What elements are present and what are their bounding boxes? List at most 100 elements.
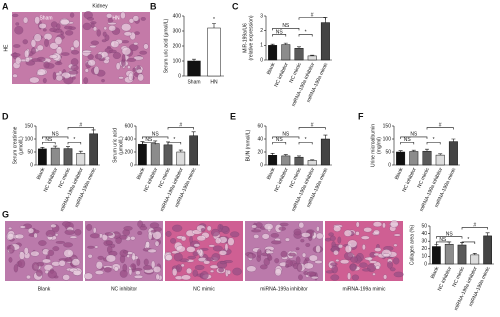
tissue-structure bbox=[149, 222, 160, 229]
error-bar bbox=[78, 150, 83, 154]
tissue-structure bbox=[55, 240, 65, 244]
tissue-structure bbox=[140, 17, 146, 21]
y-tick-label: 0 bbox=[260, 162, 263, 168]
error-bar bbox=[472, 253, 477, 255]
tissue-structure bbox=[94, 245, 99, 249]
bar bbox=[435, 154, 445, 166]
significance-mark: * bbox=[305, 29, 307, 35]
y-tick-label: 10 bbox=[421, 254, 427, 260]
tissue-structure bbox=[189, 235, 193, 244]
tissue-structure bbox=[121, 54, 126, 63]
tissue-structure bbox=[71, 50, 80, 55]
image-label: Sham bbox=[39, 15, 52, 21]
tissue-structure bbox=[113, 266, 119, 272]
tissue-structure bbox=[48, 54, 58, 59]
tissue-structure bbox=[208, 244, 215, 248]
tissue-structure bbox=[87, 17, 94, 21]
tissue-structure bbox=[335, 259, 340, 262]
tissue-structure bbox=[41, 258, 52, 264]
y-tick-label: 20 bbox=[257, 149, 263, 155]
bar bbox=[294, 156, 304, 166]
significance-bracket bbox=[272, 34, 287, 37]
tissue-structure bbox=[211, 253, 221, 261]
x-tick-label: Blank bbox=[266, 61, 277, 75]
tissue-structure bbox=[315, 245, 321, 253]
tissue-structure bbox=[61, 52, 70, 56]
tissue-structure bbox=[280, 250, 288, 258]
tissue-structure bbox=[339, 259, 350, 265]
tissue-structure bbox=[42, 28, 47, 32]
y-tick-label: 20 bbox=[421, 246, 427, 252]
error-bar bbox=[485, 232, 490, 236]
error-bar bbox=[178, 149, 183, 152]
tissue-structure bbox=[98, 58, 106, 61]
tissue-structure bbox=[186, 246, 196, 253]
tissue-structure bbox=[60, 19, 70, 25]
error-bar bbox=[191, 131, 196, 136]
tissue-structure bbox=[316, 226, 320, 232]
bar bbox=[89, 133, 98, 166]
tissue-structure bbox=[42, 78, 47, 84]
tissue-structure bbox=[47, 249, 55, 256]
tissue-structure bbox=[63, 242, 73, 248]
significance-mark: NS bbox=[45, 137, 53, 143]
tissue-structure bbox=[374, 247, 382, 252]
tissue-structure bbox=[256, 249, 262, 258]
tissue-structure bbox=[308, 254, 318, 262]
tissue-structure bbox=[383, 274, 388, 280]
significance-mark: NS bbox=[404, 137, 412, 143]
tissue-structure bbox=[132, 15, 140, 22]
tissue-structure bbox=[13, 44, 21, 48]
tissue-structure bbox=[296, 263, 303, 272]
tissue-structure bbox=[288, 252, 297, 257]
tissue-structure bbox=[393, 271, 404, 278]
x-tick-label: Blank bbox=[36, 166, 47, 180]
image-label: Blank bbox=[38, 286, 51, 292]
tissue-structure bbox=[126, 58, 137, 62]
tissue-structure bbox=[70, 46, 75, 51]
tissue-structure bbox=[89, 233, 100, 239]
tissue-structure bbox=[364, 256, 373, 261]
tissue-structure bbox=[133, 55, 144, 61]
significance-bracket bbox=[272, 142, 287, 145]
tissue-structure bbox=[152, 231, 162, 240]
y-tick-label: 400 bbox=[173, 13, 182, 19]
tissue-structure bbox=[12, 13, 19, 18]
tissue-structure bbox=[200, 271, 209, 280]
tissue-structure bbox=[121, 47, 132, 56]
panel-label: F bbox=[358, 111, 364, 121]
tissue-structure bbox=[83, 77, 89, 84]
tissue-structure bbox=[390, 220, 399, 228]
tissue-structure bbox=[8, 244, 15, 254]
tissue-structure bbox=[246, 265, 257, 273]
tissue-structure bbox=[94, 53, 103, 60]
tissue-structure bbox=[47, 270, 57, 279]
tissue-structure bbox=[298, 274, 303, 281]
y-axis-label: BUN (mmol/L) bbox=[245, 129, 251, 161]
tissue-structure bbox=[253, 234, 260, 239]
tissue-structure bbox=[104, 267, 112, 273]
tissue-structure bbox=[347, 272, 351, 280]
tissue-structure bbox=[52, 246, 60, 252]
error-bar bbox=[212, 23, 216, 28]
significance-mark: # bbox=[439, 122, 442, 128]
error-bar bbox=[411, 149, 416, 152]
error-bar bbox=[91, 129, 96, 134]
y-tick-label: 2 bbox=[260, 28, 263, 34]
significance-mark: * bbox=[173, 137, 175, 143]
y-tick-label: 400 bbox=[125, 136, 134, 142]
tissue-structure bbox=[165, 254, 173, 261]
y-axis-label: (μmol/L) bbox=[118, 136, 124, 155]
tissue-structure bbox=[128, 72, 134, 82]
tissue-structure bbox=[44, 38, 49, 47]
tissue-structure bbox=[196, 235, 206, 242]
tissue-structure bbox=[360, 235, 370, 240]
significance-bracket bbox=[272, 28, 300, 31]
y-tick-label: 300 bbox=[173, 28, 182, 34]
error-bar bbox=[270, 43, 275, 46]
stain-title: Kidney bbox=[92, 3, 108, 9]
y-tick-label: 50 bbox=[385, 149, 391, 155]
tissue-structure bbox=[393, 243, 398, 247]
significance-bracket bbox=[272, 136, 300, 139]
image-label: NC mimic bbox=[193, 286, 215, 292]
